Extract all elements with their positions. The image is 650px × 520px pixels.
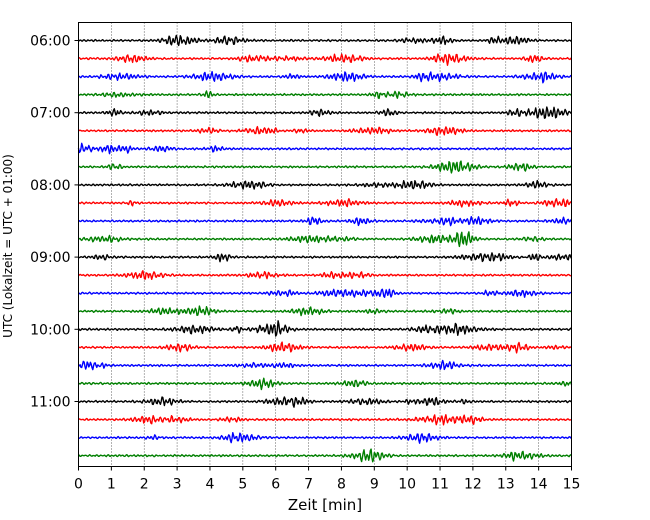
- x-tick-label: 14: [530, 477, 548, 493]
- trace-line: [78, 448, 572, 463]
- x-tick-label: 12: [464, 477, 482, 493]
- trace-line: [78, 34, 572, 47]
- trace-line: [78, 215, 572, 227]
- y-tick-label: 11:00: [30, 395, 70, 411]
- x-tick-label: 9: [370, 477, 379, 493]
- x-tick-label: 13: [497, 477, 515, 493]
- y-tick-label: 07:00: [30, 106, 70, 122]
- trace-line: [78, 305, 572, 317]
- trace-line: [78, 396, 572, 408]
- x-axis-ticks: 0 1 2 3 4 5 6 7 8 9 10 11 12 13 14 15: [74, 466, 581, 493]
- x-tick-label: 1: [107, 477, 116, 493]
- trace-line: [78, 231, 573, 248]
- x-tick-label: 15: [563, 477, 581, 493]
- x-axis-label: Zeit [min]: [288, 496, 362, 514]
- trace-line: [78, 53, 573, 66]
- x-tick-label: 5: [238, 477, 247, 493]
- x-tick-label: 3: [173, 477, 182, 493]
- trace-line: [78, 198, 573, 208]
- x-tick-label: 4: [206, 477, 215, 493]
- y-tick-label: 06:00: [30, 34, 70, 50]
- trace-line: [77, 142, 572, 155]
- trace-line: [77, 270, 572, 281]
- x-tick-label: 10: [398, 477, 416, 493]
- y-tick-label: 10:00: [30, 322, 70, 338]
- trace-line: [78, 359, 572, 371]
- traces: [77, 34, 573, 463]
- plot-frame: [78, 22, 572, 467]
- x-tick-label: 8: [337, 477, 346, 493]
- x-tick-label: 7: [304, 477, 313, 493]
- x-tick-label: 6: [271, 477, 280, 493]
- trace-line: [78, 432, 572, 444]
- trace-line: [78, 377, 573, 391]
- trace-line: [78, 90, 572, 100]
- x-tick-label: 11: [431, 477, 449, 493]
- y-axis-label: UTC (Lokalzeit = UTC + 01:00): [1, 154, 15, 338]
- trace-line: [78, 179, 573, 190]
- trace-line: [78, 160, 572, 174]
- trace-line: [78, 414, 572, 426]
- trace-line: [78, 125, 573, 137]
- trace-line: [78, 341, 572, 354]
- x-tick-label: 0: [74, 477, 83, 493]
- y-tick-label: 09:00: [30, 250, 70, 266]
- grid-lines: [111, 22, 539, 467]
- x-tick-label: 2: [140, 477, 149, 493]
- trace-line: [78, 252, 573, 263]
- trace-line: [78, 288, 572, 298]
- y-tick-label: 08:00: [30, 178, 70, 194]
- y-axis-ticks: 06:00 07:00 08:00 09:00 10:00 11:00: [30, 34, 79, 411]
- trace-line: [78, 106, 572, 119]
- trace-line: [78, 70, 572, 84]
- trace-line: [77, 320, 573, 337]
